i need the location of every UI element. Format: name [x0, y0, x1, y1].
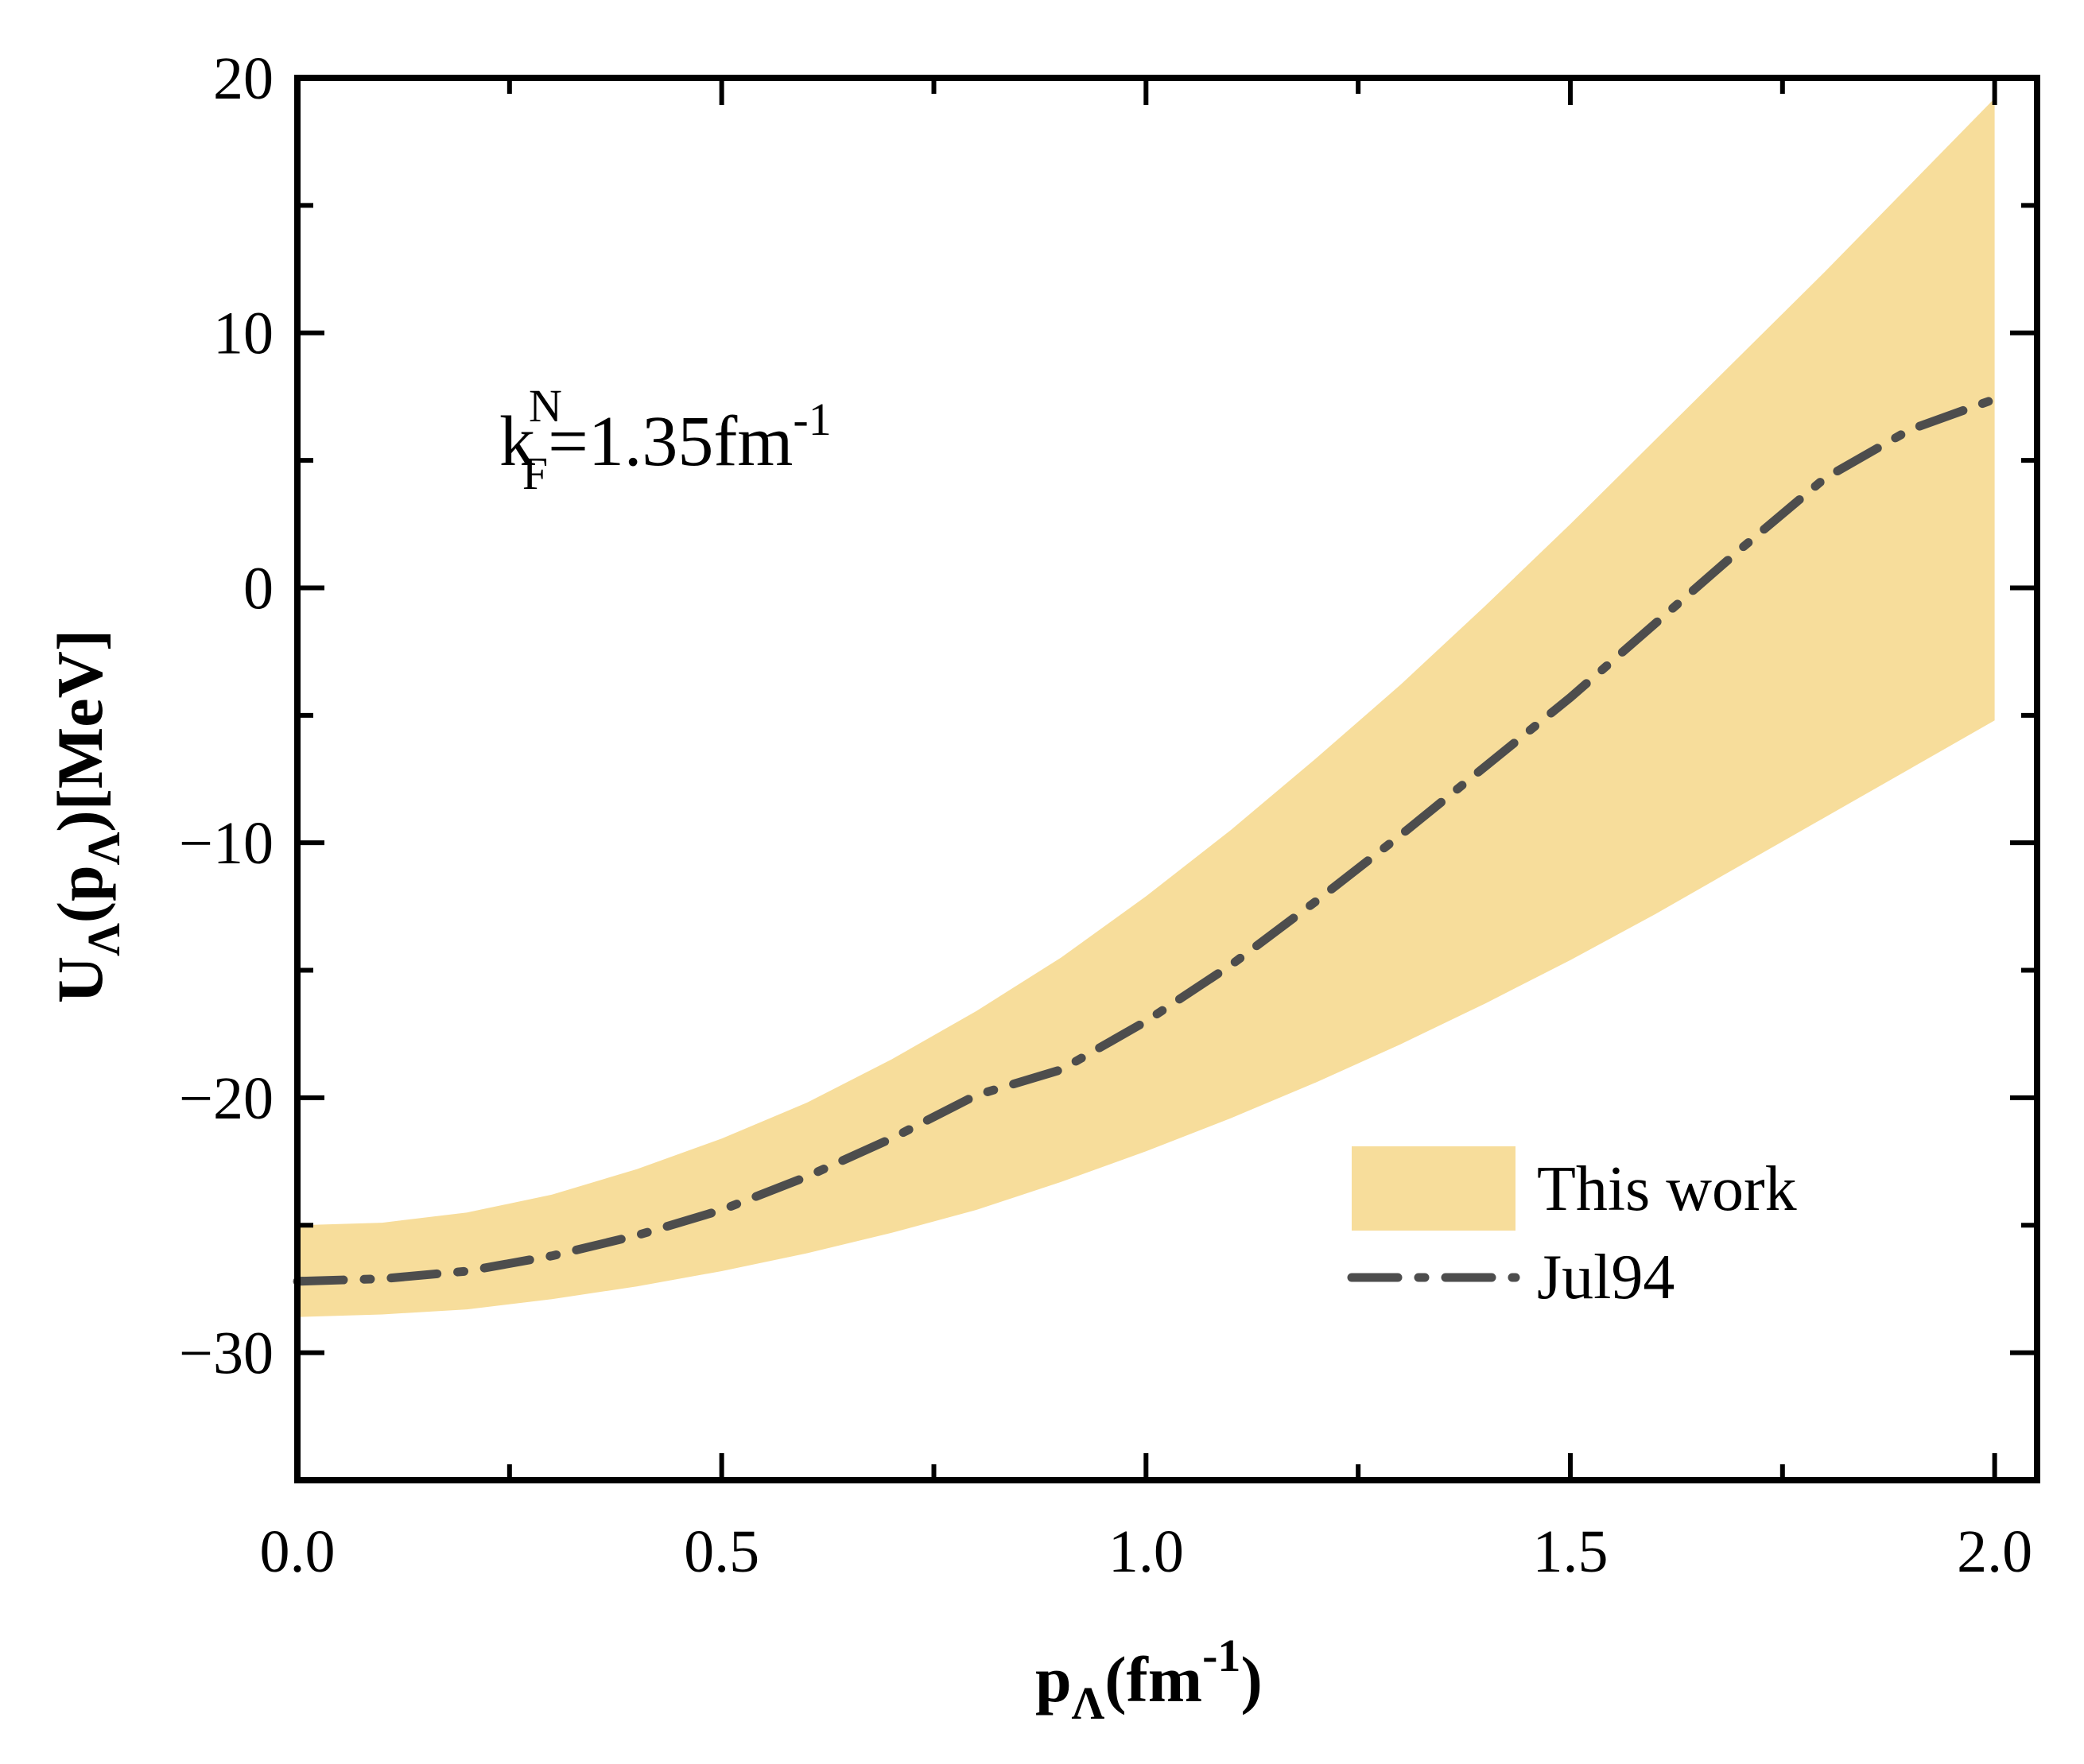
- y-tick-label: 20: [213, 45, 274, 112]
- x-axis-title-rest: (fm: [1104, 1643, 1202, 1716]
- x-axis-tick-labels: 0.0 0.5 1.0 1.5 2.0: [260, 1518, 2033, 1585]
- this-work-band: [297, 98, 1995, 1317]
- fermi-momentum-annotation: kN F=1.35fm-1: [499, 380, 832, 499]
- x-tick-label: 1.5: [1532, 1518, 1608, 1585]
- x-axis-title-close: ): [1240, 1643, 1262, 1716]
- y-tick-label: 10: [213, 300, 274, 367]
- plot-area: [293, 98, 2000, 1317]
- y-axis-tick-labels: −30 −20 −10 0 10 20: [179, 45, 274, 1387]
- y-axis-title-mid: (p: [44, 865, 116, 923]
- x-tick-label: 0.5: [684, 1518, 759, 1585]
- y-axis-title-sub1: Λ: [78, 923, 130, 956]
- x-axis-ticks: [295, 78, 1997, 1480]
- jul94-line: [293, 394, 2000, 1286]
- y-axis-title-sub2: Λ: [78, 832, 130, 865]
- legend-this-work-label: This work: [1537, 1154, 1797, 1224]
- x-axis-title-main: p: [1035, 1643, 1072, 1716]
- legend-this-work-swatch: [1352, 1146, 1515, 1231]
- annotation-value: =1.35fm: [548, 402, 793, 481]
- x-tick-label: 1.0: [1108, 1518, 1184, 1585]
- x-tick-label: 2.0: [1957, 1518, 2032, 1585]
- legend: This work Jul94: [1347, 1146, 1797, 1312]
- y-axis-ticks: [297, 76, 2037, 1355]
- annotation-sup: N: [529, 380, 562, 432]
- y-tick-label: −20: [179, 1065, 274, 1132]
- legend-jul94-label: Jul94: [1537, 1243, 1675, 1312]
- y-tick-label: −10: [179, 810, 274, 877]
- annotation-k: k: [499, 402, 535, 481]
- annotation-sub: F: [522, 448, 548, 499]
- x-axis-title-sup: -1: [1202, 1630, 1240, 1681]
- axes-frame: [294, 75, 2040, 1483]
- x-axis-title: pΛ(fm-1): [1035, 1630, 1263, 1729]
- y-tick-label: 0: [243, 555, 274, 622]
- x-axis-title-sub: Λ: [1072, 1677, 1105, 1729]
- y-tick-label: −30: [179, 1320, 274, 1387]
- annotation-value-sup: -1: [793, 394, 831, 445]
- y-axis-title: UΛ(pΛ)[MeV]: [44, 630, 130, 1003]
- y-axis-title-rest: )[MeV]: [44, 630, 116, 832]
- y-axis-title-main: U: [44, 956, 116, 1003]
- x-tick-label: 0.0: [260, 1518, 336, 1585]
